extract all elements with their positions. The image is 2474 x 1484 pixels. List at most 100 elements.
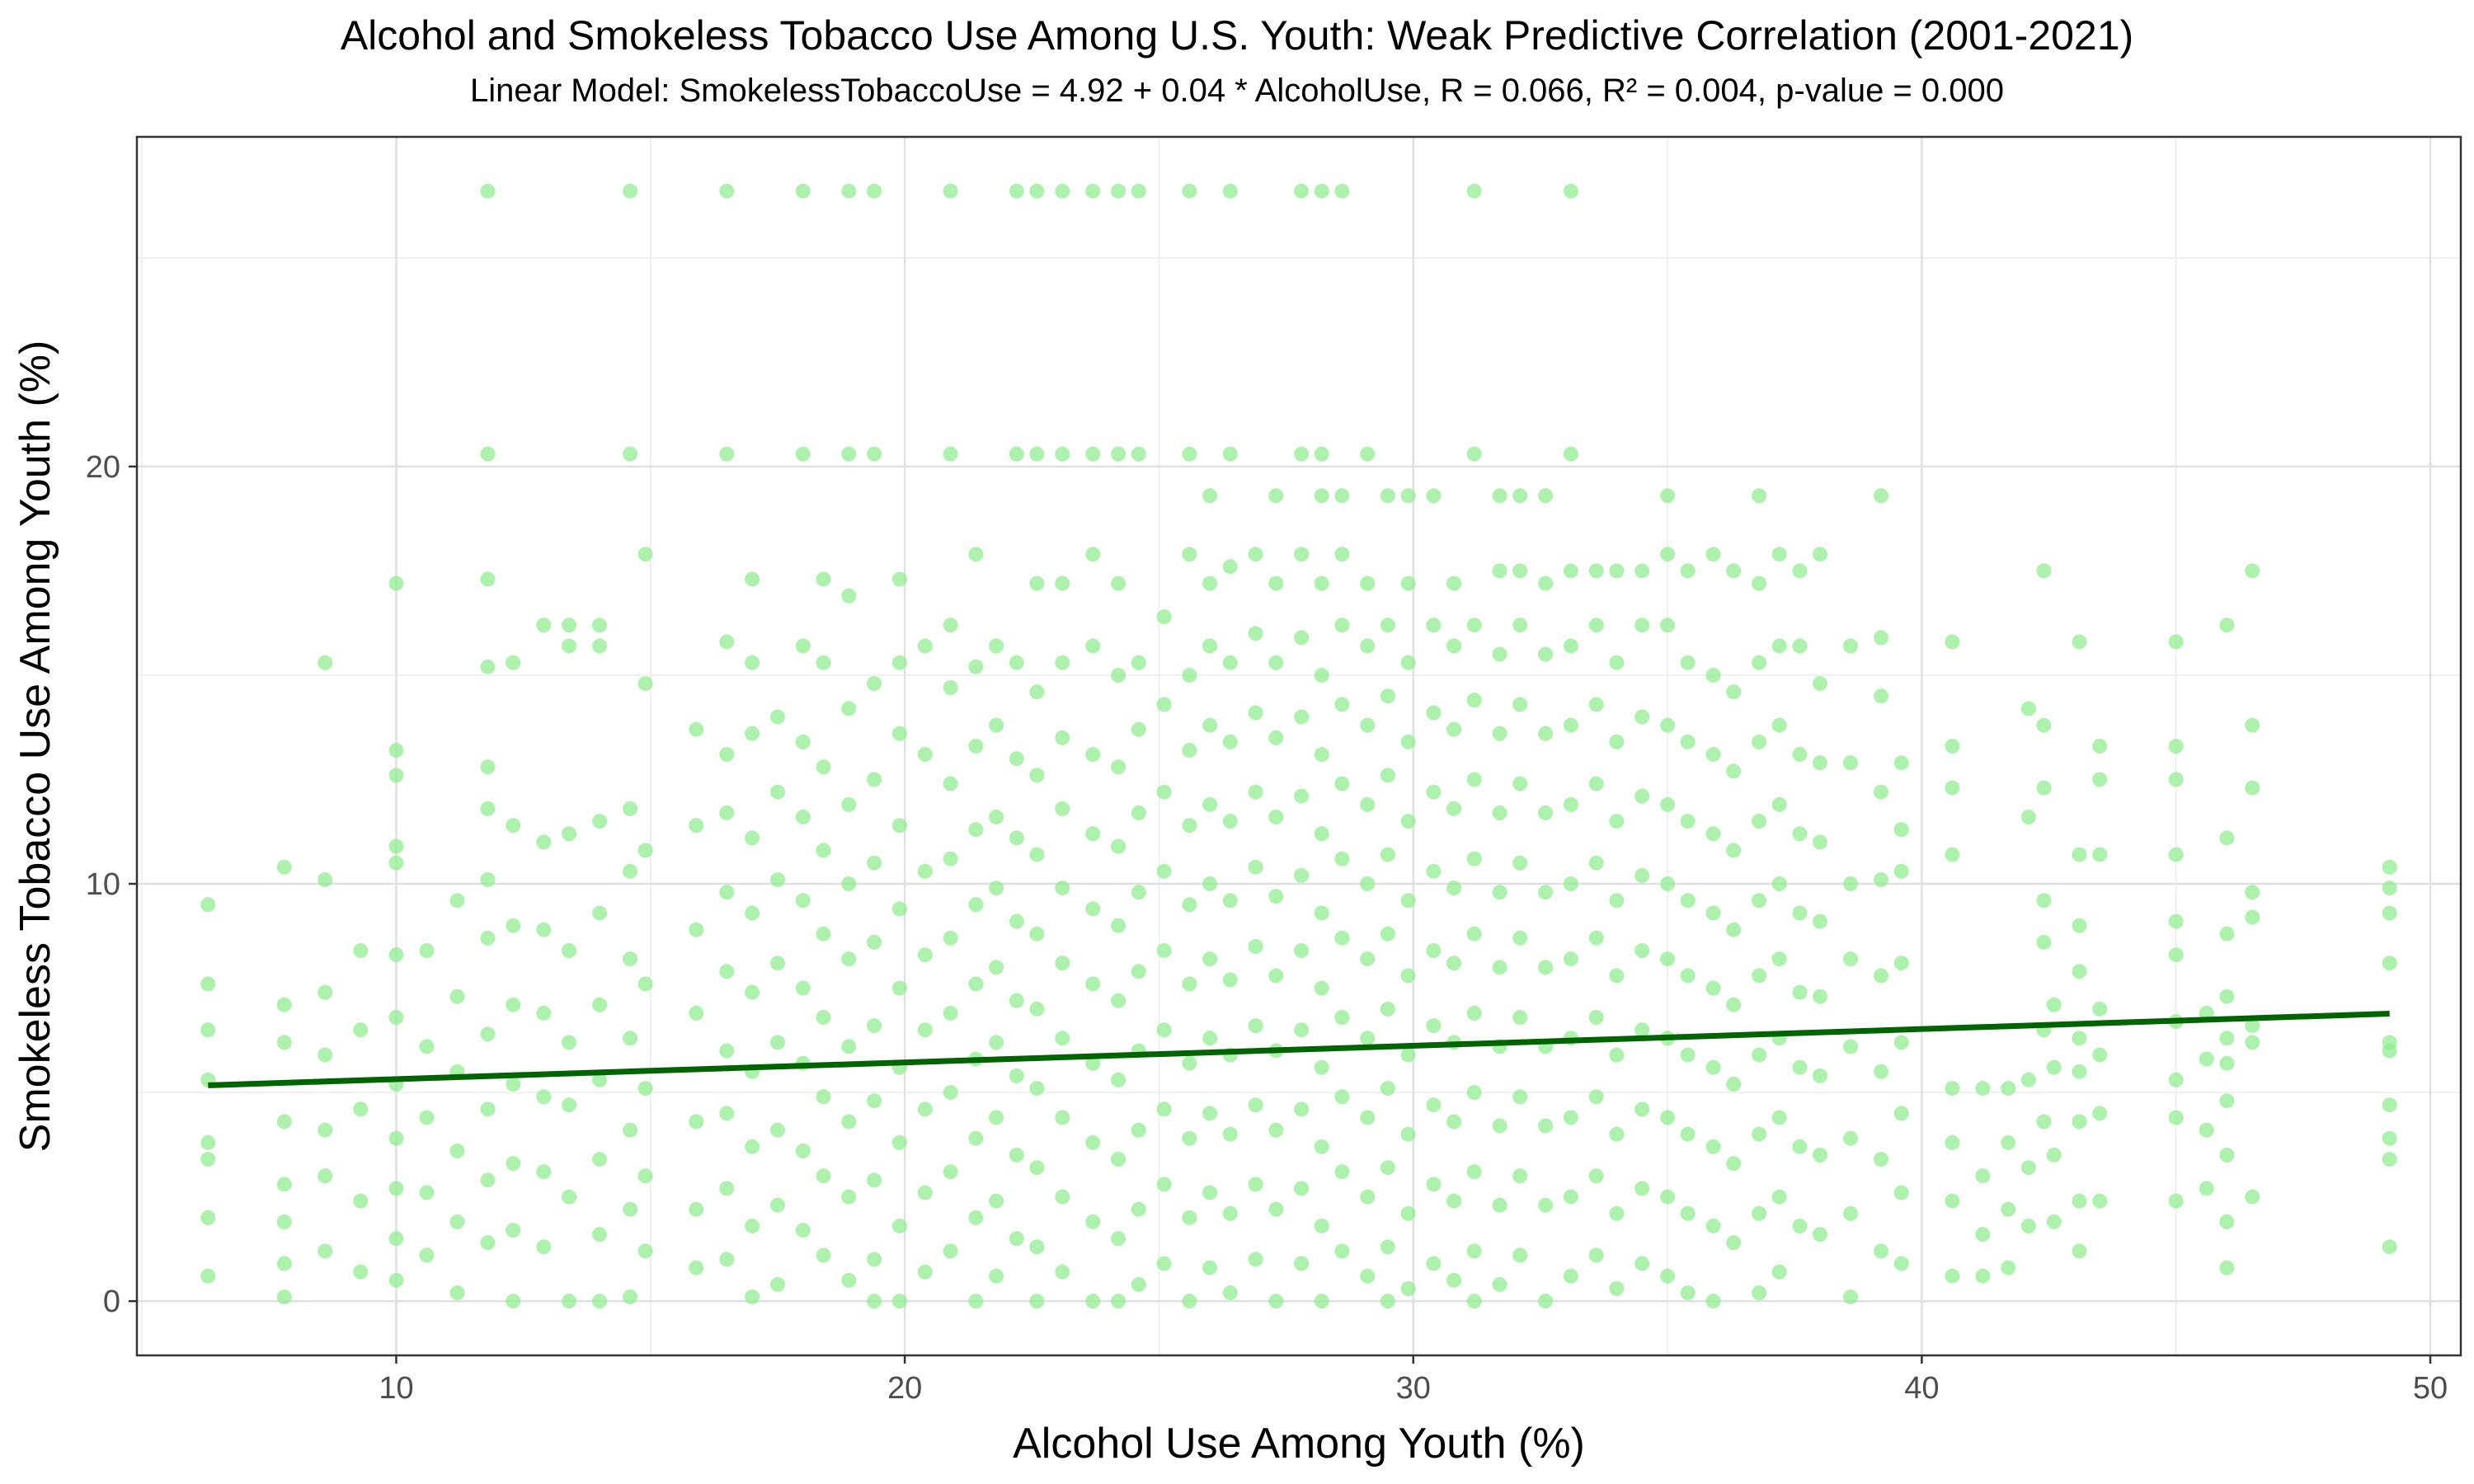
data-point: [1609, 1126, 1625, 1142]
data-point: [1009, 446, 1024, 462]
data-point: [867, 1252, 882, 1267]
data-point: [1705, 1059, 1721, 1075]
data-point: [1771, 547, 1787, 562]
data-point: [1009, 1148, 1024, 1162]
data-point: [1380, 847, 1395, 862]
data-point: [1222, 1126, 1238, 1142]
data-point: [2168, 772, 2184, 787]
data-point: [1446, 721, 1462, 737]
data-point: [1563, 638, 1578, 654]
data-point: [276, 1214, 292, 1229]
data-point: [1563, 796, 1578, 812]
data-point: [719, 964, 735, 979]
data-point: [1680, 968, 1696, 984]
x-axis-title: Alcohol Use Among Youth (%): [1013, 1420, 1585, 1468]
data-point: [1029, 768, 1045, 783]
data-point: [989, 881, 1004, 896]
data-point: [719, 183, 735, 199]
data-point: [1634, 1181, 1650, 1196]
data-point: [2219, 1055, 2235, 1071]
data-point: [1538, 488, 1554, 504]
data-point: [1874, 872, 1888, 887]
data-point: [1538, 1197, 1554, 1213]
axes: 10 20 30 40 50 0 10 20: [86, 450, 2448, 1406]
data-point: [1334, 1010, 1350, 1025]
data-point: [1360, 1110, 1376, 1125]
data-point: [1752, 575, 1767, 591]
data-point: [1156, 1101, 1172, 1117]
data-point: [1426, 1176, 1442, 1192]
data-point: [770, 1035, 785, 1050]
data-point: [1009, 751, 1024, 767]
data-point: [1660, 1189, 1676, 1205]
data-point: [1705, 1139, 1721, 1154]
data-point: [2219, 1260, 2235, 1275]
data-point: [1446, 801, 1462, 816]
data-point: [1512, 855, 1528, 871]
data-point: [795, 980, 811, 996]
data-point: [1588, 618, 1604, 633]
data-point: [2219, 1148, 2235, 1162]
data-point: [1111, 1072, 1126, 1087]
data-point: [1893, 755, 1909, 771]
data-point: [200, 976, 216, 992]
data-point: [1400, 1205, 1416, 1221]
data-point: [1660, 717, 1676, 733]
data-point: [1055, 446, 1070, 462]
data-point: [1426, 488, 1442, 504]
data-point: [480, 1172, 496, 1188]
data-point: [317, 1168, 333, 1184]
data-point: [1538, 726, 1554, 741]
data-point: [1771, 717, 1787, 733]
data-point: [1813, 1148, 1827, 1162]
data-point: [1380, 768, 1395, 783]
data-point: [2001, 1134, 2016, 1150]
data-point: [1680, 893, 1696, 909]
data-point: [867, 855, 882, 871]
data-point: [317, 655, 333, 670]
data-point: [1085, 547, 1101, 562]
data-point: [917, 747, 933, 763]
data-point: [1085, 901, 1101, 917]
data-point: [1843, 1205, 1858, 1221]
data-point: [592, 1227, 608, 1242]
data-point: [795, 183, 811, 199]
data-point: [1634, 618, 1650, 633]
data-point: [2072, 1064, 2087, 1079]
data-point: [1813, 834, 1827, 850]
data-point: [943, 1164, 958, 1180]
data-point: [1726, 1077, 1742, 1092]
data-point: [1314, 1219, 1329, 1234]
data-point: [1492, 488, 1507, 504]
data-point: [1360, 1268, 1376, 1284]
data-point: [1085, 1134, 1101, 1150]
data-point: [2036, 1114, 2052, 1129]
data-point: [1512, 697, 1528, 712]
data-point: [276, 997, 292, 1012]
data-point: [388, 1010, 404, 1025]
data-point: [2382, 859, 2397, 875]
data-point: [1771, 1264, 1787, 1280]
data-point: [2199, 1181, 2214, 1196]
data-point: [1029, 446, 1045, 462]
data-point: [1055, 1031, 1070, 1046]
data-point: [1294, 1101, 1310, 1117]
data-point: [276, 1176, 292, 1192]
data-point: [1680, 1285, 1696, 1301]
data-point: [867, 1018, 882, 1034]
data-point: [917, 1022, 933, 1038]
data-point: [867, 183, 882, 199]
data-point: [1268, 810, 1284, 824]
data-point: [989, 810, 1004, 824]
data-point: [1111, 838, 1126, 854]
data-point: [2092, 1047, 2108, 1063]
data-point: [1588, 1010, 1604, 1025]
data-point: [968, 1130, 984, 1146]
data-point: [1156, 784, 1172, 800]
data-point: [968, 1294, 984, 1309]
data-point: [917, 947, 933, 963]
data-point: [1538, 1294, 1554, 1309]
data-point: [1446, 1193, 1462, 1209]
data-point: [1009, 1068, 1024, 1083]
data-point: [1843, 638, 1858, 654]
